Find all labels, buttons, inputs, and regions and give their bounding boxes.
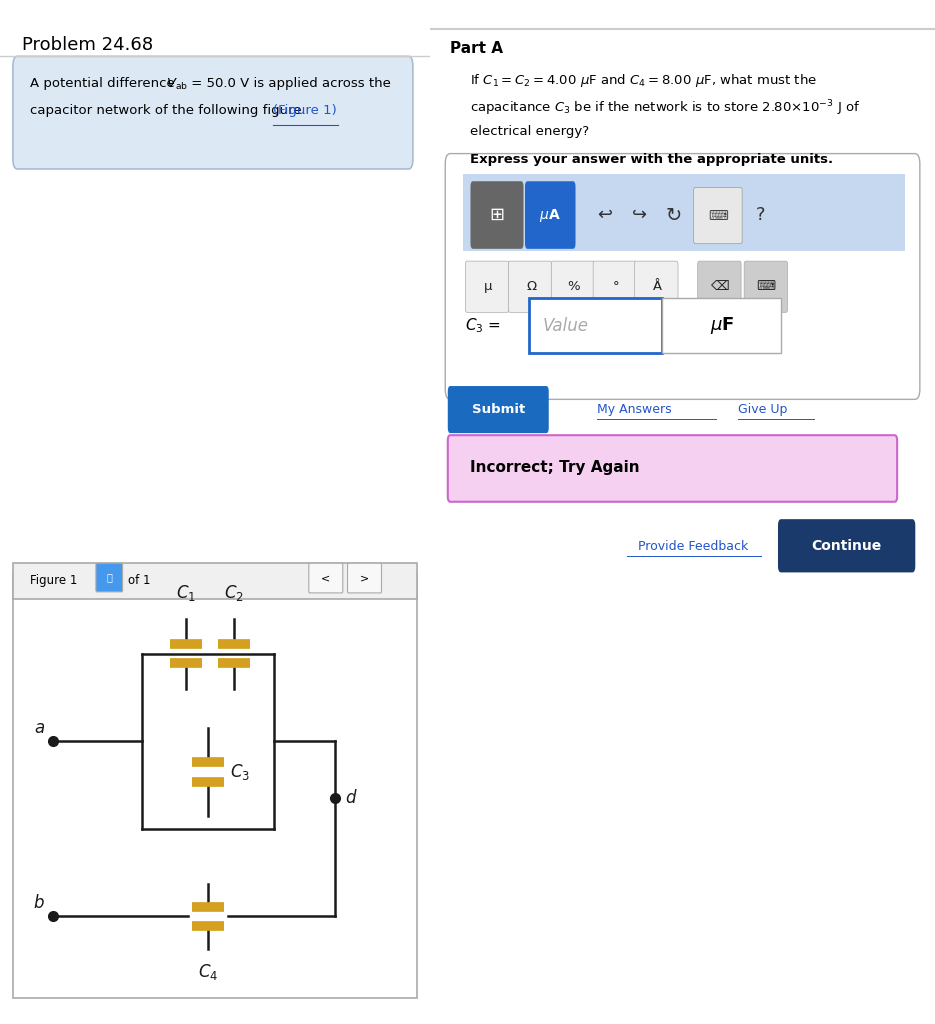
Text: ⌫: ⌫ (710, 281, 728, 293)
Text: $V_{\rm ab}$: $V_{\rm ab}$ (165, 77, 188, 92)
FancyBboxPatch shape (698, 261, 741, 312)
Text: $a$: $a$ (34, 719, 45, 737)
FancyBboxPatch shape (593, 261, 637, 312)
FancyBboxPatch shape (525, 181, 576, 249)
Text: ⭍: ⭍ (107, 572, 112, 583)
Text: ↻: ↻ (666, 206, 682, 224)
FancyBboxPatch shape (635, 261, 678, 312)
FancyBboxPatch shape (694, 187, 742, 244)
FancyBboxPatch shape (309, 563, 343, 593)
Text: Incorrect; Try Again: Incorrect; Try Again (470, 461, 640, 475)
Text: $C_3$: $C_3$ (230, 762, 251, 782)
Text: Ω: Ω (526, 281, 536, 293)
FancyBboxPatch shape (778, 519, 915, 572)
Text: ↪: ↪ (632, 206, 647, 224)
Text: $b$: $b$ (34, 894, 45, 912)
Text: Problem 24.68: Problem 24.68 (22, 36, 152, 54)
Text: ⊞: ⊞ (489, 206, 504, 224)
Text: $C_3$ =: $C_3$ = (466, 316, 501, 335)
FancyBboxPatch shape (448, 435, 898, 502)
Bar (463, 174, 905, 251)
Text: A potential difference: A potential difference (30, 77, 180, 90)
FancyBboxPatch shape (466, 261, 509, 312)
FancyBboxPatch shape (445, 154, 920, 399)
Text: My Answers: My Answers (597, 403, 671, 416)
Text: electrical energy?: electrical energy? (470, 125, 590, 138)
Text: ⌨: ⌨ (708, 209, 727, 223)
Text: Provide Feedback: Provide Feedback (638, 541, 748, 553)
Text: of 1: of 1 (128, 574, 151, 587)
Text: Å: Å (653, 281, 662, 293)
FancyBboxPatch shape (662, 298, 781, 353)
Text: <: < (321, 573, 330, 584)
FancyBboxPatch shape (509, 261, 552, 312)
Text: $C_2$: $C_2$ (224, 584, 244, 603)
FancyBboxPatch shape (96, 563, 122, 592)
Text: Give Up: Give Up (738, 403, 787, 416)
Text: capacitance $C_3$ be if the network is to store $2.80{\times}10^{-3}$ J of: capacitance $C_3$ be if the network is t… (470, 98, 861, 118)
Text: $\mu$F: $\mu$F (710, 315, 734, 336)
Text: Value: Value (542, 316, 588, 335)
Text: Continue: Continue (812, 539, 882, 553)
FancyBboxPatch shape (552, 261, 595, 312)
Text: %: % (568, 281, 581, 293)
Text: ?: ? (756, 206, 766, 224)
Bar (13, 563, 417, 599)
Text: (Figure 1): (Figure 1) (273, 104, 337, 118)
Text: If $C_1 = C_2 = 4.00\ \mu\mathrm{F}$ and $C_4 = 8.00\ \mu\mathrm{F}$, what must : If $C_1 = C_2 = 4.00\ \mu\mathrm{F}$ and… (470, 72, 817, 89)
Text: = 50.0 V is applied across the: = 50.0 V is applied across the (187, 77, 391, 90)
Text: $C_1$: $C_1$ (176, 584, 195, 603)
Text: Submit: Submit (471, 403, 525, 416)
Text: Part A: Part A (451, 41, 503, 56)
Text: capacitor network of the following figure.: capacitor network of the following figur… (30, 104, 310, 118)
FancyBboxPatch shape (528, 298, 662, 353)
Text: °: ° (612, 281, 619, 293)
Text: Express your answer with the appropriate units.: Express your answer with the appropriate… (470, 153, 834, 166)
Text: $C_4$: $C_4$ (198, 963, 218, 982)
Text: $d$: $d$ (345, 790, 357, 807)
FancyBboxPatch shape (448, 386, 549, 433)
Text: >: > (360, 573, 369, 584)
FancyBboxPatch shape (744, 261, 787, 312)
Text: ⌨: ⌨ (756, 281, 775, 293)
FancyBboxPatch shape (470, 181, 524, 249)
FancyBboxPatch shape (13, 56, 413, 169)
Text: Figure 1: Figure 1 (30, 574, 78, 587)
FancyBboxPatch shape (348, 563, 381, 593)
Text: ↩: ↩ (597, 206, 611, 224)
Text: $\mu$A: $\mu$A (539, 207, 561, 223)
Text: μ: μ (484, 281, 493, 293)
FancyBboxPatch shape (13, 573, 417, 998)
